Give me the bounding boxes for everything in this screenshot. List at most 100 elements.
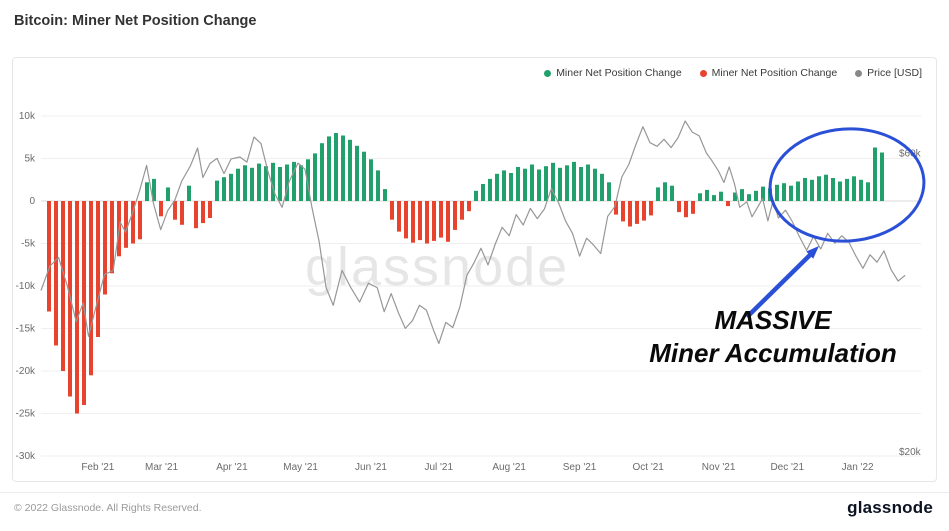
bar xyxy=(446,201,450,242)
annotation-line-1: MASSIVE xyxy=(714,305,832,335)
red-dot-icon xyxy=(699,69,707,77)
bar xyxy=(103,201,107,295)
bar xyxy=(586,164,590,201)
y-tick-label: -20k xyxy=(16,366,36,377)
bar xyxy=(733,192,737,201)
bar xyxy=(754,190,758,201)
bar xyxy=(740,189,744,201)
bar xyxy=(502,170,506,201)
bar xyxy=(166,187,170,201)
bar xyxy=(572,161,576,201)
bar xyxy=(621,201,625,222)
legend-label: Miner Net Position Change xyxy=(711,67,838,79)
bar xyxy=(47,201,51,312)
glassnode-logo[interactable]: glassnode xyxy=(847,498,933,517)
bar xyxy=(607,182,611,201)
bar xyxy=(208,201,212,218)
bar xyxy=(201,201,205,224)
bar xyxy=(362,151,366,201)
bar xyxy=(593,168,597,201)
x-tick-label: Jun '21 xyxy=(355,462,387,473)
legend-item-price-usd[interactable]: Price [USD] xyxy=(855,67,922,79)
bar xyxy=(383,189,387,201)
chart-canvas[interactable]: 10k 5k 0 -5k -10k -15k -20k -25k -30k Feb '21 Mar … xyxy=(13,58,938,483)
bar xyxy=(131,201,135,244)
y-tick-label: 0 xyxy=(29,196,35,207)
legend-item-miner-net-positive[interactable]: Miner Net Position Change xyxy=(544,67,682,79)
bar xyxy=(292,161,296,201)
bar xyxy=(782,183,786,201)
bar xyxy=(432,201,436,241)
x-tick-label: Nov '21 xyxy=(702,462,736,473)
bar xyxy=(348,139,352,201)
bar xyxy=(460,201,464,220)
bar xyxy=(75,201,79,414)
annotation-ellipse xyxy=(768,127,926,243)
bar xyxy=(600,173,604,201)
bar xyxy=(334,133,338,201)
bar xyxy=(544,166,548,201)
x-tick-label: Apr '21 xyxy=(216,462,248,473)
legend-item-miner-net-negative[interactable]: Miner Net Position Change xyxy=(699,67,838,79)
bar xyxy=(61,201,65,371)
chart-card: Miner Net Position Change Miner Net Posi… xyxy=(12,57,937,482)
bar xyxy=(775,184,779,201)
x-tick-label: May '21 xyxy=(283,462,318,473)
bar xyxy=(453,201,457,230)
legend-label: Price [USD] xyxy=(867,67,922,79)
bar xyxy=(614,201,618,215)
bar xyxy=(467,201,471,212)
bar xyxy=(404,201,408,239)
bar xyxy=(712,195,716,201)
bar xyxy=(859,179,863,202)
bar xyxy=(159,201,163,217)
price-tick-label: $20k xyxy=(899,447,922,458)
bar xyxy=(852,176,856,201)
plot-layer: 10k 5k 0 -5k -10k -15k -20k -25k -30k Feb '21 Mar … xyxy=(16,111,922,473)
x-tick-label: Jul '21 xyxy=(424,462,453,473)
bar xyxy=(726,201,730,207)
price-tick-label: $60k xyxy=(899,148,922,159)
y-tick-label: -15k xyxy=(16,324,36,335)
bar xyxy=(299,165,303,201)
gray-dot-icon xyxy=(855,69,863,77)
bar xyxy=(670,185,674,201)
bar xyxy=(698,193,702,201)
bar xyxy=(663,182,667,201)
bar xyxy=(425,201,429,244)
bar xyxy=(229,173,233,201)
bar xyxy=(495,173,499,201)
bar xyxy=(558,167,562,201)
bar xyxy=(530,164,534,201)
bar xyxy=(313,153,317,201)
miner-net-position-bars xyxy=(47,133,884,414)
bar xyxy=(565,165,569,201)
bar xyxy=(880,152,884,201)
bar xyxy=(89,201,93,376)
gridlines xyxy=(41,115,921,457)
bar xyxy=(243,165,247,201)
bar xyxy=(250,167,254,201)
bar xyxy=(341,135,345,201)
x-tick-label: Feb '21 xyxy=(81,462,114,473)
bar xyxy=(264,166,268,201)
bar xyxy=(677,201,681,213)
bar xyxy=(649,201,653,216)
annotation-overlay xyxy=(745,127,926,319)
annotation-text: MASSIVE Miner Accumulation xyxy=(566,304,949,371)
x-tick-label: Oct '21 xyxy=(633,462,665,473)
bar xyxy=(411,201,415,243)
bar xyxy=(397,201,401,232)
bar xyxy=(705,189,709,201)
bar xyxy=(369,159,373,201)
y-tick-label: 10k xyxy=(19,111,36,122)
bar xyxy=(642,201,646,221)
bar xyxy=(481,184,485,201)
x-tick-label: Sep '21 xyxy=(563,462,597,473)
bar xyxy=(747,194,751,201)
bar xyxy=(474,190,478,201)
y-tick-label: -30k xyxy=(16,451,36,462)
bar xyxy=(418,201,422,241)
bar xyxy=(376,170,380,201)
bar xyxy=(579,167,583,201)
